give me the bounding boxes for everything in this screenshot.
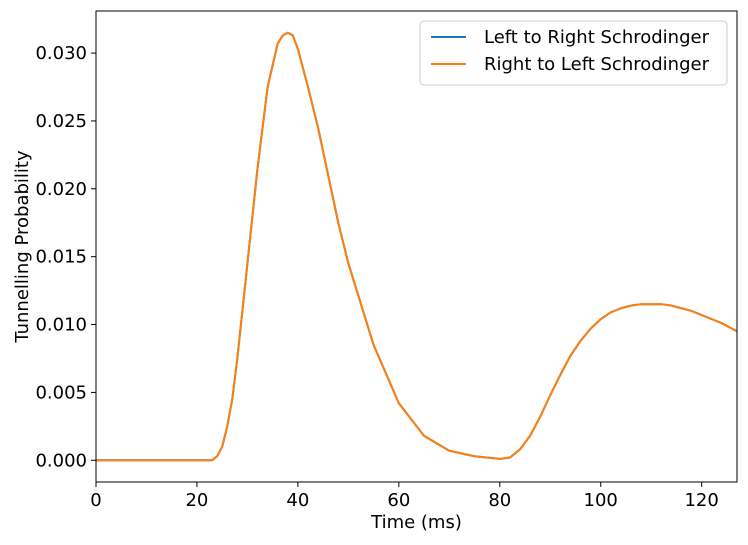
y-axis-ticks: 0.000 0.005 0.010 0.015 0.020 0.025 0.030 [35, 43, 96, 471]
x-tick-label: 60 [387, 490, 410, 511]
y-tick-label: 0.000 [35, 450, 87, 471]
legend-label-right-to-left: Right to Left Schrodinger [484, 54, 710, 75]
legend: Left to Right Schrodinger Right to Left … [419, 20, 728, 86]
y-tick-label: 0.005 [35, 382, 87, 403]
series-line-right-to-left [96, 31, 738, 462]
x-tick-label: 100 [584, 490, 618, 511]
y-tick-label: 0.025 [35, 111, 87, 132]
legend-box [419, 20, 728, 86]
x-tick-label: 80 [488, 490, 511, 511]
legend-label-left-to-right: Left to Right Schrodinger [484, 27, 710, 48]
plot-background [96, 11, 737, 482]
y-tick-label: 0.020 [35, 179, 87, 200]
x-tick-label: 120 [684, 490, 718, 511]
series-layer [96, 31, 738, 462]
x-axis-label: Time (ms) [370, 512, 462, 533]
y-tick-label: 0.010 [35, 315, 87, 336]
x-tick-label: 0 [90, 490, 101, 511]
x-tick-label: 20 [185, 490, 208, 511]
y-tick-label: 0.015 [35, 247, 87, 268]
x-tick-label: 40 [286, 490, 309, 511]
x-axis-ticks: 0 20 40 60 80 100 120 [90, 482, 719, 511]
y-tick-label: 0.030 [35, 43, 87, 64]
plot-frame [95, 10, 738, 483]
y-axis-label: Tunnelling Probability [12, 150, 33, 344]
